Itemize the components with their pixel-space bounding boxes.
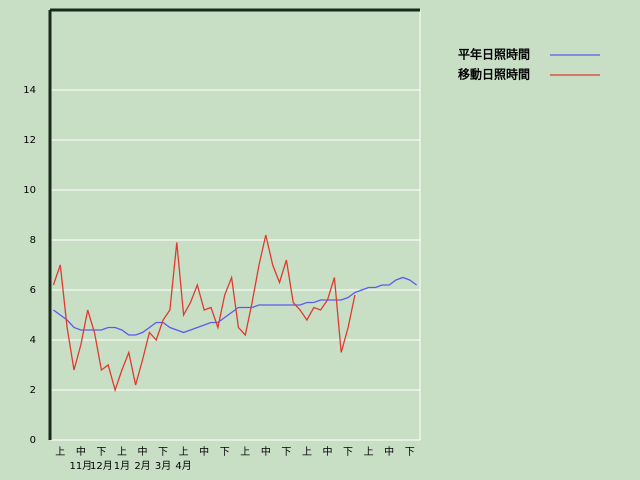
x-tick-label: 中 <box>199 445 209 458</box>
x-tick-label: 下 <box>96 447 106 458</box>
series-line <box>53 276 417 336</box>
x-tick-label: 下 <box>343 447 353 458</box>
x-tick-label: 中 <box>384 445 394 458</box>
month-label: 12月 <box>90 460 113 472</box>
x-tick-label: 上 <box>240 446 250 458</box>
x-tick-label: 下 <box>405 447 415 458</box>
x-tick-label: 上 <box>302 446 312 458</box>
x-tick-label: 中 <box>323 445 333 458</box>
x-tick-label: 下 <box>220 447 230 458</box>
y-tick-label: 2 <box>30 385 36 396</box>
y-tick-label: 8 <box>30 235 36 246</box>
x-tick-label: 下 <box>281 447 291 458</box>
plot <box>52 234 417 393</box>
x-tick-label: 上 <box>179 446 189 458</box>
x-tick-label: 中 <box>261 445 271 458</box>
y-tick-label: 14 <box>23 85 36 96</box>
x-tick-label: 上 <box>117 446 127 458</box>
month-label: 4月 <box>175 460 191 472</box>
x-tick-label: 下 <box>158 447 168 458</box>
legend-label: 平年日照時間 <box>458 47 530 62</box>
month-label: 11月 <box>69 460 92 472</box>
x-tick-label: 上 <box>55 446 65 458</box>
month-label: 2月 <box>134 460 150 472</box>
y-tick-label: 10 <box>23 185 36 196</box>
y-tick-label: 4 <box>30 335 36 346</box>
month-label: 1月 <box>114 460 130 472</box>
legend-label: 移動日照時間 <box>458 67 530 82</box>
x-tick-label: 上 <box>364 446 374 458</box>
y-tick-label: 12 <box>23 135 36 146</box>
x-tick-label: 中 <box>138 445 148 458</box>
y-tick-label: 6 <box>30 285 36 296</box>
month-label: 3月 <box>155 460 171 472</box>
series-line <box>52 234 356 393</box>
x-tick-label: 中 <box>76 445 86 458</box>
y-tick-label: 0 <box>30 435 36 446</box>
